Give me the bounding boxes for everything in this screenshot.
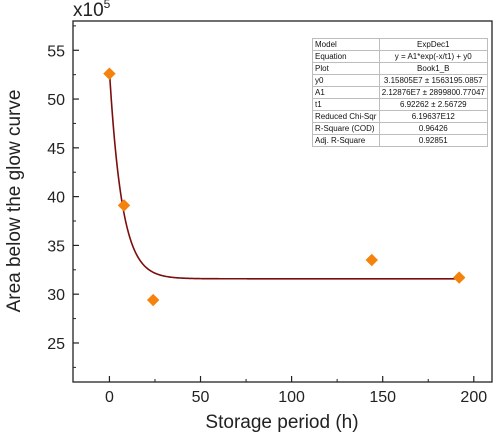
x-tick-label: 200 xyxy=(460,389,487,406)
tick-labels: 0 50 100 150 200 25 30 35 40 45 50 55 xyxy=(47,43,487,406)
stats-value: Book1_B xyxy=(378,62,489,75)
y-tick-label: 55 xyxy=(47,43,65,60)
stats-value: 6.92262 ± 2.56729 xyxy=(378,98,489,111)
stats-row: t1 6.92262 ± 2.56729 xyxy=(312,98,489,111)
data-points xyxy=(103,67,466,307)
stats-key: t1 xyxy=(312,98,380,111)
stats-value: 0.92851 xyxy=(378,134,489,147)
stats-row: Equation y = A1*exp(-x/t1) + y0 xyxy=(312,50,489,63)
stats-value: ExpDec1 xyxy=(378,38,489,51)
y-tick-label: 45 xyxy=(47,141,65,158)
data-point xyxy=(365,253,378,267)
x-tick-label: 0 xyxy=(105,389,114,406)
stats-key: Equation xyxy=(312,50,380,63)
y-tick-label: 40 xyxy=(47,190,65,207)
fit-curve xyxy=(108,71,460,280)
stats-row: y0 3.15805E7 ± 1563195.0857 xyxy=(312,74,489,87)
y-tick-label: 30 xyxy=(47,287,65,304)
data-point xyxy=(117,199,131,212)
x-tick-label: 150 xyxy=(369,389,396,406)
stats-value: y = A1*exp(-x/t1) + y0 xyxy=(378,50,489,63)
stats-key: R-Square (COD) xyxy=(312,122,380,135)
x-axis-title: Storage period (h) xyxy=(205,412,358,433)
stats-value: 3.15805E7 ± 1563195.0857 xyxy=(378,74,489,87)
stats-row: Model ExpDec1 xyxy=(312,38,489,51)
y-tick-label: 35 xyxy=(47,238,65,255)
stats-row: A1 2.12876E7 ± 2899800.77047 xyxy=(312,86,489,99)
stats-value: 6.19637E12 xyxy=(378,110,489,123)
stats-key: Plot xyxy=(312,62,380,75)
stats-key: A1 xyxy=(312,86,380,99)
data-point xyxy=(103,67,116,80)
fit-stats-table: Model ExpDec1 Equation y = A1*exp(-x/t1) + … xyxy=(312,38,489,147)
stats-row: Plot Book1_B xyxy=(312,62,489,75)
stats-row: R-Square (COD) 0.96426 xyxy=(312,122,489,135)
x-tick-label: 100 xyxy=(278,389,305,406)
y-tick-label: 50 xyxy=(47,92,65,109)
stats-value: 0.96426 xyxy=(378,122,489,135)
ticks xyxy=(73,25,475,382)
stats-row: Reduced Chi-Sqr 6.19637E12 xyxy=(312,110,489,123)
y-multiplier-label: x105 xyxy=(73,0,111,21)
data-point xyxy=(146,293,160,307)
stats-row: Adj. R-Square 0.92851 xyxy=(312,134,489,147)
stats-key: Model xyxy=(312,38,380,51)
stats-key: Adj. R-Square xyxy=(312,134,380,147)
y-tick-label: 25 xyxy=(47,336,65,353)
x-tick-label: 50 xyxy=(192,389,210,406)
y-axis-title: Area below the glow curve xyxy=(4,90,25,313)
data-point xyxy=(453,271,466,284)
stats-key: Reduced Chi-Sqr xyxy=(312,110,380,123)
stats-key: y0 xyxy=(312,74,380,87)
stats-value: 2.12876E7 ± 2899800.77047 xyxy=(378,86,489,99)
